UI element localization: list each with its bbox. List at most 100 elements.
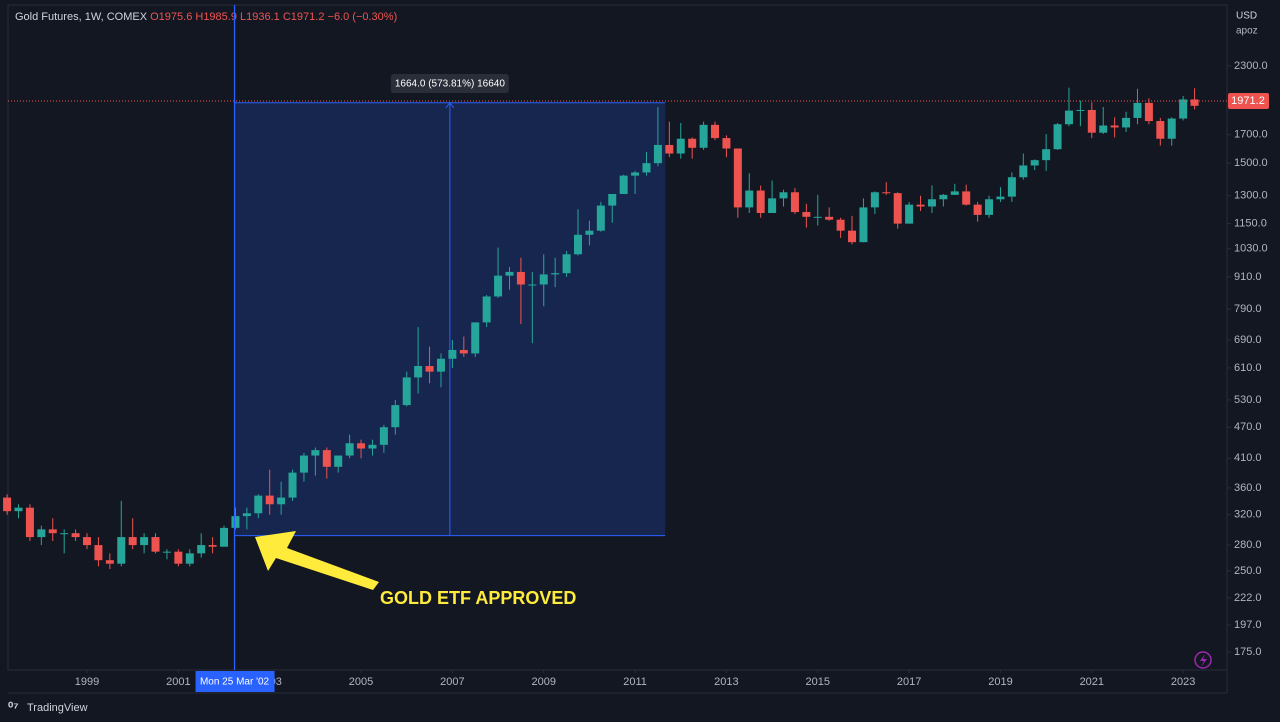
x-tick-label: 2001 bbox=[166, 676, 190, 688]
candle-body bbox=[882, 192, 891, 194]
candle-body bbox=[1087, 109, 1096, 133]
candle-body bbox=[1144, 102, 1153, 122]
candle-body bbox=[48, 529, 57, 534]
x-tick-label: 2021 bbox=[1080, 676, 1104, 688]
candle-body bbox=[893, 193, 902, 224]
y-tick-label: 790.0 bbox=[1234, 303, 1262, 315]
x-tick-label: 2011 bbox=[623, 676, 647, 688]
brand[interactable]: TradingView bbox=[27, 702, 88, 714]
candle-body bbox=[653, 144, 662, 164]
candle-body bbox=[1190, 99, 1199, 106]
candle-body bbox=[631, 172, 640, 176]
candle-body bbox=[60, 533, 69, 535]
x-tick-label: 2013 bbox=[714, 676, 738, 688]
candle-body bbox=[573, 234, 582, 255]
candle-body bbox=[1007, 177, 1016, 197]
alert-bolt bbox=[1200, 654, 1207, 667]
measure-label-box bbox=[390, 74, 509, 93]
candle-body bbox=[985, 199, 994, 215]
currency[interactable]: USD bbox=[1236, 11, 1257, 22]
candle-body bbox=[151, 537, 160, 552]
candle-body bbox=[733, 148, 742, 208]
y-tick-label: 280.0 bbox=[1234, 539, 1262, 551]
candle-body bbox=[802, 212, 811, 217]
y-tick-label: 360.0 bbox=[1234, 482, 1262, 494]
candle-body bbox=[242, 513, 251, 517]
candle-body bbox=[459, 349, 468, 354]
candle-body bbox=[288, 472, 297, 498]
y-tick-label: 410.0 bbox=[1234, 452, 1262, 464]
candle-body bbox=[448, 349, 457, 359]
candle-body bbox=[14, 507, 23, 512]
y-tick-label: 1150.0 bbox=[1234, 218, 1267, 230]
x-tick-label: 2005 bbox=[349, 676, 373, 688]
y-tick-label: 250.0 bbox=[1234, 565, 1262, 577]
candle-body bbox=[870, 192, 879, 208]
candle-body bbox=[3, 497, 12, 512]
logo[interactable]: ⁰⁷ bbox=[8, 699, 19, 714]
y-tick-label: 1030.0 bbox=[1234, 243, 1268, 255]
alert-icon[interactable] bbox=[1194, 651, 1212, 669]
y-tick-label: 1500.0 bbox=[1234, 157, 1268, 169]
y-tick-label: 222.0 bbox=[1234, 592, 1262, 604]
candle-body bbox=[1042, 149, 1051, 161]
candle-body bbox=[162, 551, 171, 553]
candle-body bbox=[425, 366, 434, 372]
candle-body bbox=[916, 204, 925, 207]
crosshair-label: Mon 25 Mar '02 bbox=[200, 677, 270, 688]
x-tick-label: 2009 bbox=[531, 676, 555, 688]
candle-body bbox=[494, 275, 503, 297]
last-price-label: 1971.2 bbox=[1231, 95, 1265, 107]
candle-body bbox=[83, 537, 92, 546]
candle-body bbox=[94, 545, 103, 561]
candle-body bbox=[562, 254, 571, 274]
candle-body bbox=[37, 529, 46, 538]
candle-body bbox=[208, 545, 217, 547]
candle-body bbox=[1064, 110, 1073, 125]
candle-body bbox=[745, 190, 754, 208]
candle-body bbox=[174, 551, 183, 564]
candle-body bbox=[1030, 160, 1039, 166]
close: C1971.2 bbox=[283, 11, 325, 23]
x-tick-label: 2023 bbox=[1171, 676, 1195, 688]
candle-body bbox=[505, 271, 514, 276]
candle-body bbox=[185, 553, 194, 564]
candle-body bbox=[71, 533, 80, 538]
candle-body bbox=[551, 273, 560, 275]
candle-body bbox=[608, 193, 617, 206]
candle-body bbox=[482, 296, 491, 323]
measure-label: 1664.0 (573.81%) 16640 bbox=[395, 79, 506, 90]
candle-body bbox=[197, 545, 206, 554]
candle-body bbox=[322, 450, 331, 467]
candle-body bbox=[722, 138, 731, 149]
candle-body bbox=[1179, 99, 1188, 119]
candle-body bbox=[334, 455, 343, 467]
candle-body bbox=[950, 191, 959, 195]
low: L1936.1 bbox=[240, 11, 280, 23]
scale-mode[interactable]: apoz bbox=[1236, 26, 1258, 37]
candle-body bbox=[688, 138, 697, 148]
last-price-box bbox=[1228, 93, 1269, 110]
open: O1975.6 bbox=[150, 11, 192, 23]
annotation: GOLD ETF APPROVED bbox=[380, 588, 576, 608]
candle-body bbox=[619, 175, 628, 194]
candle-body bbox=[345, 443, 354, 456]
candle-body bbox=[596, 205, 605, 231]
candle-body bbox=[220, 527, 229, 547]
candle-body bbox=[768, 198, 777, 213]
candle-body bbox=[471, 322, 480, 354]
candle-body bbox=[848, 230, 857, 243]
candle-body bbox=[128, 537, 137, 546]
y-tick-label: 1700.0 bbox=[1234, 129, 1268, 141]
candle-body bbox=[117, 537, 126, 564]
candle-body bbox=[539, 274, 548, 285]
candle-body bbox=[1099, 125, 1108, 133]
symbol: Gold Futures, 1W, COMEX bbox=[15, 11, 148, 23]
x-tick-label: 2017 bbox=[897, 676, 921, 688]
legend: Gold Futures, 1W, COMEX O1975.6 H1985.9 … bbox=[15, 11, 397, 23]
candle-body bbox=[1019, 165, 1028, 178]
y-tick-label: 175.0 bbox=[1234, 646, 1262, 658]
candle-body bbox=[859, 207, 868, 243]
candle-body bbox=[528, 284, 537, 286]
